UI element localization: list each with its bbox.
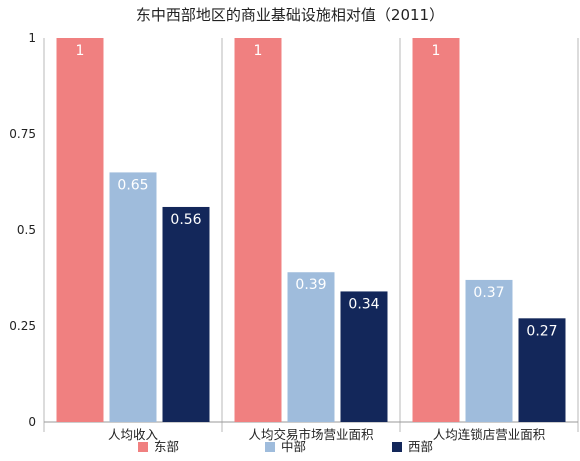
bar-中部-0 xyxy=(109,172,157,422)
bar-value-label: 0.65 xyxy=(117,177,148,193)
bar-东部-2 xyxy=(412,38,460,422)
bar-东部-0 xyxy=(56,38,104,422)
category-label: 人均收入 xyxy=(108,427,159,442)
bar-value-label: 0.37 xyxy=(473,285,504,301)
bar-value-label: 0.34 xyxy=(348,296,379,312)
chart-title: 东中西部地区的商业基础设施相对值（2011） xyxy=(136,6,444,24)
bar-value-label: 1 xyxy=(432,43,441,59)
bar-value-label: 0.56 xyxy=(170,212,201,228)
bar-value-label: 0.39 xyxy=(295,277,326,293)
category-label: 人均连锁店营业面积 xyxy=(433,427,546,442)
bar-西部-2 xyxy=(518,318,566,422)
y-tick-label: 1 xyxy=(28,31,36,45)
legend-label-西部: 西部 xyxy=(408,439,433,454)
legend-label-中部: 中部 xyxy=(281,439,306,454)
legend-swatch-西部 xyxy=(392,442,402,452)
bar-西部-1 xyxy=(340,291,388,422)
bar-value-label: 1 xyxy=(254,43,263,59)
legend-label-东部: 东部 xyxy=(154,439,179,454)
bar-西部-0 xyxy=(162,206,210,422)
legend-swatch-东部 xyxy=(138,442,148,452)
y-tick-label: 0 xyxy=(28,415,36,429)
y-tick-label: 0.75 xyxy=(9,127,36,141)
bar-中部-1 xyxy=(287,272,335,422)
bar-value-label: 0.27 xyxy=(526,323,557,339)
bar-东部-1 xyxy=(234,38,282,422)
y-tick-label: 0.25 xyxy=(9,319,36,333)
category-label: 人均交易市场营业面积 xyxy=(248,427,373,442)
bar-中部-2 xyxy=(465,279,513,422)
bar-value-label: 1 xyxy=(76,43,85,59)
legend-swatch-中部 xyxy=(265,442,275,452)
y-tick-label: 0.5 xyxy=(17,223,36,237)
